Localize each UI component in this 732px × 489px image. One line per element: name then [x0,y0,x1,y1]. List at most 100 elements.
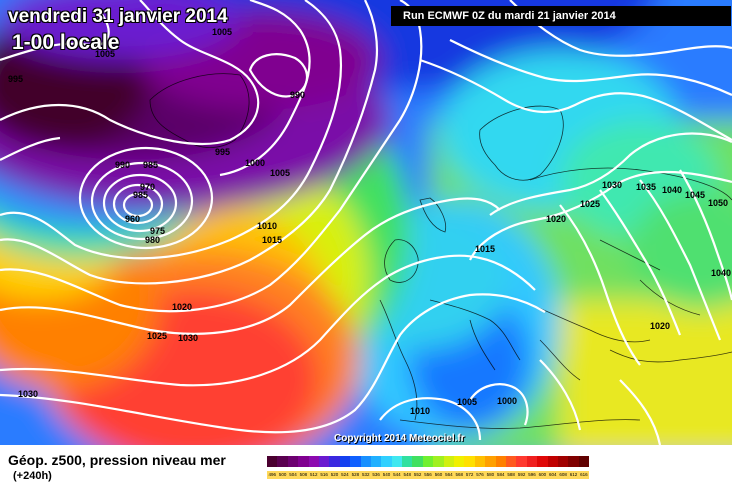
legend-tick-label: 604 [547,471,558,479]
legend-tick-label: 532 [360,471,371,479]
legend-swatch [381,456,392,467]
run-label: Run ECMWF 0Z du mardi 21 janvier 2014 [391,6,731,26]
legend-swatch [308,456,319,467]
legend-tick-label: 544 [391,471,403,479]
legend-tick-label: 548 [402,471,413,479]
isobar-label: 985 [143,160,158,170]
isobar-lines [0,0,732,445]
weather-map: 995 1005 1005 990 995 990 985 970 985 96… [0,0,732,445]
copyright: Copyright 2014 Meteociel.fr [334,433,465,444]
legend-swatch [505,456,517,467]
isobar-label: 1020 [546,214,566,224]
legend-tick-label: 576 [474,471,486,479]
color-scale [267,456,590,467]
legend-tick-label: 540 [381,471,392,479]
legend-swatch [339,456,351,467]
legend-tick-label: 584 [495,471,506,479]
legend-tick-label: 608 [557,471,569,479]
legend-swatch [370,456,382,467]
legend-swatch [267,456,278,467]
forecast-date: vendredi 31 janvier 2014 [8,6,228,27]
isobar-label: 1005 [212,27,232,37]
legend-swatch [516,456,527,467]
legend-swatch [402,456,413,467]
isobar-label: 995 [215,147,230,157]
isobar-label: 1025 [147,331,167,341]
isobar-label: 1010 [257,221,277,231]
legend-tick-label: 508 [298,471,309,479]
legend-swatch [464,456,475,467]
isobar-label: 1025 [580,199,600,209]
legend-tick-label: 580 [485,471,496,479]
isobar-label: 1030 [18,389,38,399]
legend-swatch [495,456,506,467]
isobar-label: 1015 [475,244,495,254]
legend-tick-label: 588 [505,471,517,479]
isobar-label: 980 [145,235,160,245]
isobar-label: 1005 [457,397,477,407]
legend-tick-label: 556 [422,471,434,479]
legend-tick-label: 560 [433,471,444,479]
legend-tick-label: 500 [277,471,288,479]
legend-swatch [568,456,579,467]
legend-swatch [454,456,465,467]
legend-tick-label: 512 [308,471,319,479]
isobar-label: 1005 [270,168,290,178]
color-scale-ticks: 496 500 504 508 512 516 520 524 528 532 536 540 544 5… [267,471,590,479]
legend-swatch [391,456,403,467]
isobar-label: 1015 [262,235,282,245]
legend-tick-label: 504 [287,471,299,479]
legend-swatch [474,456,486,467]
legend-swatch [287,456,299,467]
legend-swatch [329,456,340,467]
legend-swatch [360,456,371,467]
legend-tick-label: 612 [568,471,579,479]
isobar-label: 975 [150,226,165,236]
legend-tick-label: 592 [516,471,527,479]
legend-title: Géop. z500, pression niveau mer [8,452,226,468]
isobar-label: 1020 [172,302,192,312]
legend-swatch [485,456,496,467]
isobar-label: 1000 [497,396,517,406]
legend-swatch [557,456,569,467]
isobar-label: 970 [140,182,155,192]
legend-swatch [433,456,444,467]
isobar-label: 960 [125,214,140,224]
legend-swatch [547,456,558,467]
legend-tick-label: 528 [350,471,361,479]
legend-tick-label: 496 [267,471,278,479]
legend-tick-label: 524 [339,471,351,479]
legend-swatch [350,456,361,467]
legend-swatch [318,456,330,467]
legend-tick-label: 616 [578,471,590,479]
legend-tick-label: 564 [443,471,455,479]
legend-tick-label: 516 [318,471,330,479]
legend-swatch [298,456,309,467]
legend-subtitle: (+240h) [13,470,52,482]
isobar-label: 1030 [178,333,198,343]
legend-swatch [443,456,455,467]
legend-swatch [526,456,538,467]
isobar-label: 1035 [636,182,656,192]
legend-tick-label: 600 [537,471,548,479]
isobar-label: 1040 [662,185,682,195]
isobar-label: 990 [290,90,305,100]
isobar-label: 1005 [95,49,115,59]
legend-footer: Géop. z500, pression niveau mer (+240h) … [0,445,732,489]
legend-tick-label: 596 [526,471,538,479]
legend-swatch [537,456,548,467]
isobar-label: 995 [8,74,23,84]
legend-tick-label: 568 [454,471,465,479]
isobar-label: 1020 [650,321,670,331]
isobar-label: 1010 [410,406,430,416]
isobar-label: 1050 [708,198,728,208]
legend-swatch [578,456,590,467]
legend-tick-label: 536 [370,471,382,479]
legend-swatch [277,456,288,467]
isobar-labels: 995 1005 1005 990 995 990 985 970 985 96… [8,27,731,416]
isobar-label: 1045 [685,190,705,200]
legend-tick-label: 552 [412,471,423,479]
legend-tick-label: 572 [464,471,475,479]
legend-swatch [412,456,423,467]
isobar-label: 1030 [602,180,622,190]
